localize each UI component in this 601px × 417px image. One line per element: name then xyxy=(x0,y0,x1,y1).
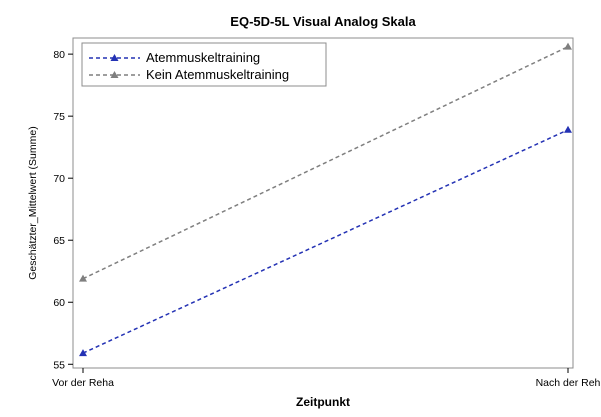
series-line-kein-atemmuskeltraining xyxy=(82,46,569,280)
data-point-atemmuskeltraining-vor-der-reha xyxy=(79,349,87,357)
data-point-kein-atemmuskeltraining-nach-der-reh xyxy=(564,42,572,50)
y-tick-label-80: 80 xyxy=(53,49,65,61)
x-axis: Vor der Reha Nach der Reh xyxy=(52,368,601,389)
legend-box xyxy=(81,42,327,87)
y-tick-label-60: 60 xyxy=(53,297,65,309)
x-axis-label: Zeitpunkt xyxy=(296,395,350,409)
series-layer xyxy=(79,42,572,357)
legend-marker-atemmuskeltraining xyxy=(110,54,119,61)
data-point-kein-atemmuskeltraining-vor-der-reha xyxy=(79,274,87,282)
y-tick-label-70: 70 xyxy=(53,173,65,185)
series-line-atemmuskeltraining xyxy=(82,129,569,354)
legend-label-atemmuskeltraining: Atemmuskeltraining xyxy=(146,50,260,65)
y-tick-label-65: 65 xyxy=(53,235,65,247)
y-tick-label-55: 55 xyxy=(53,359,65,371)
data-point-atemmuskeltraining-nach-der-reh xyxy=(564,125,572,133)
x-tick-label-nach-der-reh: Nach der Reh xyxy=(536,377,601,389)
x-tick-label-vor-der-reha: Vor der Reha xyxy=(52,377,114,389)
y-axis-label: Geschätzter_Mittelwert (Summe) xyxy=(27,126,39,279)
legend-marker-kein-atemmuskeltraining xyxy=(110,71,119,78)
legend: Atemmuskeltraining Kein Atemmuskeltraini… xyxy=(81,42,327,87)
y-axis: 55 60 65 70 75 80 xyxy=(53,49,73,371)
y-tick-label-75: 75 xyxy=(53,111,65,123)
plot-area xyxy=(72,37,574,369)
chart-title: EQ-5D-5L Visual Analog Skala xyxy=(230,14,416,29)
legend-label-kein-atemmuskeltraining: Kein Atemmuskeltraining xyxy=(146,67,289,82)
